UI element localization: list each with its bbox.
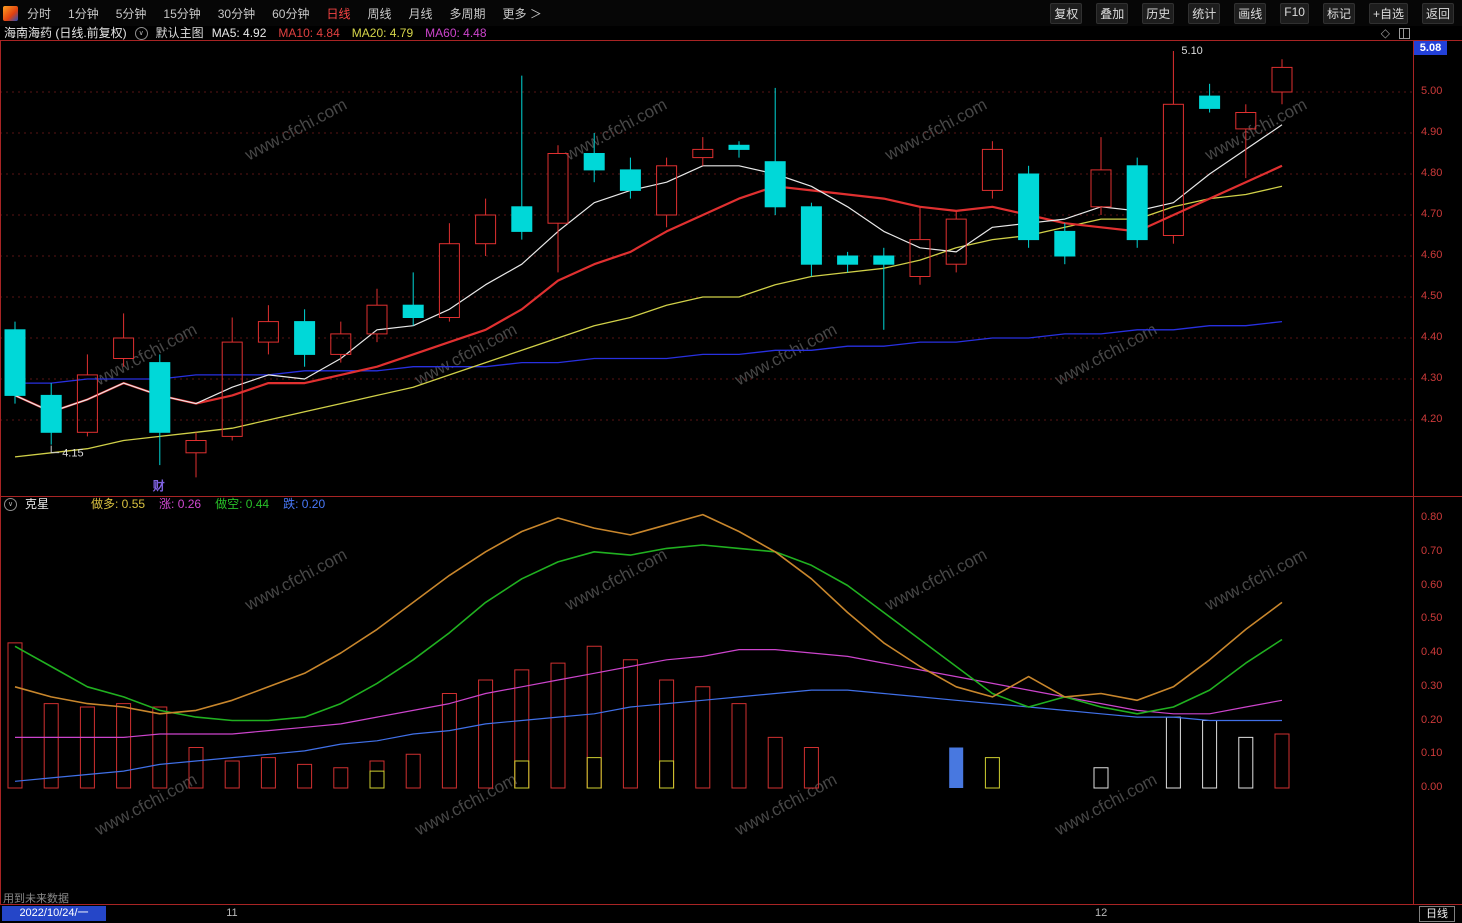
infobar-icons: ◇ [1381,26,1410,40]
axis-tick-label: 0.10 [1421,747,1443,760]
axis-tick-label: 4.30 [1421,372,1443,384]
axis-tick-label: 4.80 [1421,167,1443,179]
stock-name[interactable]: 海南海药 (日线.前复权) [4,26,127,40]
indicator-value-label: 涨: 0.26 [159,497,202,511]
svg-text:4.15: 4.15 [62,448,83,460]
svg-text:财: 财 [152,478,165,493]
axis-tick-label: 4.90 [1421,126,1443,138]
toolbar-action-button[interactable]: 画线 [1234,2,1267,24]
axis-tick-label: 5.00 [1421,85,1443,97]
toolbar-action-button[interactable]: 历史 [1142,2,1175,24]
toolbar-action-button[interactable]: F10 [1280,2,1309,24]
axis-tick-label: 0.70 [1421,544,1443,557]
main-candlestick-chart[interactable]: 5.10 4.15 财 [0,40,1414,497]
date-label: 2022/10/24/一 [2,906,106,921]
ma-values: MA5: 4.92 MA10: 4.84 MA20: 4.79 MA60: 4.48 [212,26,487,40]
diamond-icon[interactable]: ◇ [1380,26,1390,40]
period-tab[interactable]: 60分钟 [272,6,310,21]
period-tab[interactable]: 周线 [367,6,392,21]
indicator-value-label: 跌: 0.20 [283,497,326,511]
axis-tick-label: 4.70 [1421,208,1443,220]
chart-bottom-border [0,904,1462,905]
period-tab[interactable]: 15分钟 [163,6,201,21]
axis-tick-label: 4.60 [1421,249,1443,261]
axis-tick-label: 0.50 [1421,612,1443,625]
ma-label: MA20: 4.79 [351,26,414,40]
axis-tick-label: 4.40 [1421,331,1443,343]
period-tab[interactable]: 1分钟 [68,6,99,21]
month-marker: 12 [1095,907,1108,919]
axis-tick-label: 0.30 [1421,679,1443,692]
indicator-name[interactable]: 克星 [25,497,50,511]
toolbar-action-button[interactable]: 标记 [1322,2,1355,24]
toolbar-action-button[interactable]: +自选 [1368,2,1408,24]
time-axis-bar[interactable]: 2022/10/24/一 11 12 日线 [0,905,1462,923]
period-tab[interactable]: 更多 ＞ [502,6,542,21]
period-tab[interactable]: 多周期 [449,6,486,21]
ma-label: MA60: 4.48 [425,26,487,40]
axis-tick-label: 4.20 [1421,413,1443,425]
main-chart-label[interactable]: 默认主图 [155,26,204,40]
period-tab[interactable]: 日线 [326,6,351,21]
toolbar-action-button[interactable]: 返回 [1421,2,1454,24]
last-price-badge: 5.08 [1414,41,1447,55]
future-data-note: 用到未来数据 [3,893,69,905]
axis-tick-label: 0.20 [1421,713,1443,726]
panel-divider[interactable] [0,496,1462,497]
axis-tick-label: 0.00 [1421,781,1443,793]
indicator-value-label: 做多: 0.55 [91,497,146,511]
toolbar-actions: 复权 叠加 历史 统计 画线 F10 标记 +自选 返回 [1050,2,1454,24]
period-tab[interactable]: 5分钟 [115,6,147,21]
chart-top-border [0,40,1462,41]
app-logo-icon[interactable] [3,5,18,21]
month-marker: 11 [226,907,238,919]
price-axis: 5.00 4.90 4.80 4.70 4.60 4.50 4.40 4.30 4.20 0.80… [1414,0,1462,923]
axis-border [1413,40,1414,904]
axis-tick-label: 4.50 [1421,290,1443,302]
svg-text:5.10: 5.10 [1181,45,1202,57]
main-chart-dropdown-icon[interactable]: ∨ [134,26,148,40]
top-toolbar: 分时 1分钟 5分钟 15分钟 30分钟 60分钟 日线 周线 月线 多周期 更多 ＞ 复权 叠加 历史… [0,0,1462,26]
period-tab[interactable]: 月线 [408,6,433,21]
toolbar-action-button[interactable]: 复权 [1050,2,1083,24]
indicator-header: ∨ 克星 做多: 0.55 涨: 0.26 做空: 0.44 跌: 0.20 [0,497,325,512]
panel-layout-icon[interactable] [1399,27,1410,39]
ma-label: MA10: 4.84 [278,26,340,40]
ma-label: MA5: 4.92 [211,26,267,40]
period-indicator-box[interactable]: 日线 [1419,906,1455,922]
indicator-value-label: 做空: 0.44 [215,497,270,511]
axis-tick-label: 0.60 [1421,578,1443,591]
period-tabs: 分时 1分钟 5分钟 15分钟 30分钟 60分钟 日线 周线 月线 多周期 更多 ＞ [27,5,542,22]
info-bar: 海南海药 (日线.前复权) ∨ 默认主图 MA5: 4.92 MA10: 4.84… [0,26,1462,40]
axis-tick-label: 0.80 [1421,511,1443,523]
indicator-chart[interactable] [0,497,1414,904]
indicator-dropdown-icon[interactable]: ∨ [4,498,17,511]
axis-tick-label: 0.40 [1421,646,1443,658]
period-tab[interactable]: 30分钟 [217,6,256,21]
left-border [0,40,1,904]
period-tab[interactable]: 分时 [27,6,52,21]
indicator-values: 做多: 0.55 涨: 0.26 做空: 0.44 跌: 0.20 [91,497,325,512]
toolbar-action-button[interactable]: 统计 [1188,2,1221,24]
toolbar-action-button[interactable]: 叠加 [1096,2,1129,24]
